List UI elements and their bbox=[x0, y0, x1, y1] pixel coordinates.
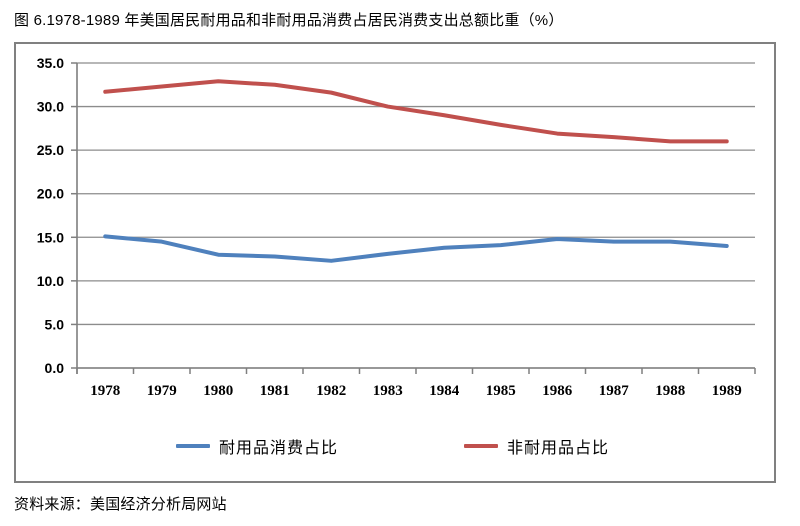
line-chart: 0.0 5.0 10.0 15.0 20.0 25.0 30.0 35.0 1978 1979 19… bbox=[37, 55, 756, 399]
svg-text:20.0: 20.0 bbox=[37, 186, 64, 202]
figure-title: 图 6.1978-1989 年美国居民耐用品和非耐用品消费占居民消费支出总额比重… bbox=[14, 12, 564, 29]
source-note: 资料来源：美国经济分析局网站 bbox=[14, 496, 227, 513]
svg-text:1978: 1978 bbox=[90, 383, 120, 399]
svg-text:1982: 1982 bbox=[316, 383, 346, 399]
svg-text:1986: 1986 bbox=[542, 383, 573, 399]
legend-swatch-nondurables-icon bbox=[464, 444, 498, 448]
svg-text:1981: 1981 bbox=[260, 383, 290, 399]
chart-area: 0.0 5.0 10.0 15.0 20.0 25.0 30.0 35.0 1978 1979 19… bbox=[14, 42, 776, 483]
legend-label-nondurables: 非耐用品占比 bbox=[507, 440, 610, 457]
svg-text:30.0: 30.0 bbox=[37, 99, 64, 115]
svg-text:1987: 1987 bbox=[599, 383, 630, 399]
legend-item-durables: 耐用品消费占比 bbox=[176, 436, 339, 457]
svg-text:1988: 1988 bbox=[655, 383, 685, 399]
svg-text:25.0: 25.0 bbox=[37, 142, 64, 158]
svg-text:1979: 1979 bbox=[147, 383, 177, 399]
svg-text:10.0: 10.0 bbox=[37, 273, 64, 289]
svg-text:1984: 1984 bbox=[429, 383, 460, 399]
legend-swatch-durables-icon bbox=[176, 444, 210, 448]
svg-text:5.0: 5.0 bbox=[45, 316, 65, 332]
legend-label-durables: 耐用品消费占比 bbox=[219, 440, 339, 457]
svg-text:15.0: 15.0 bbox=[37, 229, 64, 245]
svg-text:1983: 1983 bbox=[373, 383, 403, 399]
svg-text:1985: 1985 bbox=[486, 383, 516, 399]
svg-text:0.0: 0.0 bbox=[45, 360, 65, 376]
svg-text:1980: 1980 bbox=[203, 383, 233, 399]
legend-item-nondurables: 非耐用品占比 bbox=[464, 436, 610, 457]
svg-text:1989: 1989 bbox=[712, 383, 742, 399]
svg-text:35.0: 35.0 bbox=[37, 55, 64, 71]
